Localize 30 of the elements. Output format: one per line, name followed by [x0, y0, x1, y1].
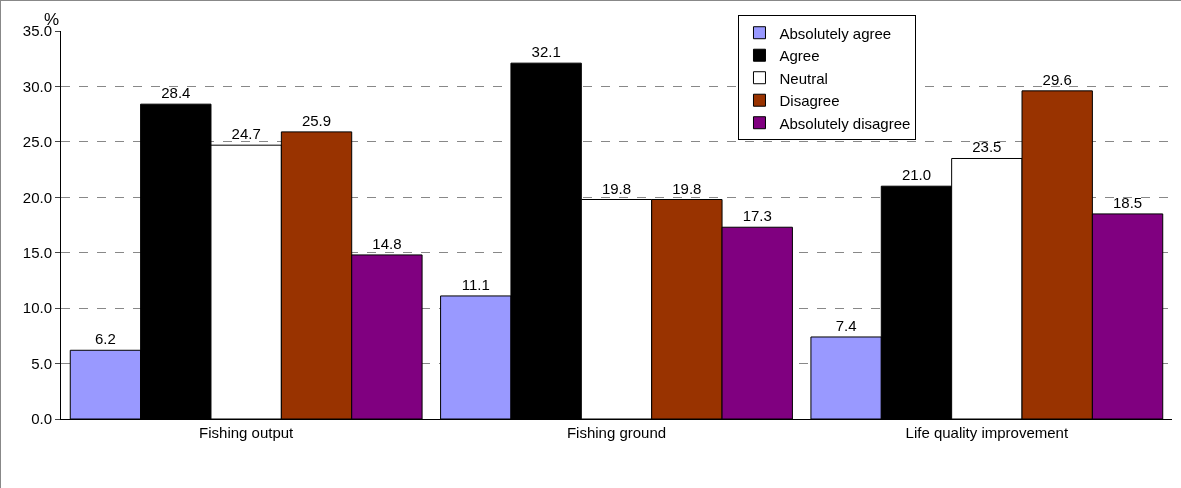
y-tick-label: 10.0: [22, 299, 52, 317]
data-label: 23.5: [972, 138, 1002, 156]
data-label: 19.8: [601, 179, 632, 197]
data-label: 32.1: [531, 43, 561, 61]
x-tick-label: Fishing output: [199, 424, 295, 441]
data-label: 21.0: [901, 166, 932, 184]
x-tick-label: Life quality improvement: [905, 424, 1069, 441]
y-tick-label: 30.0: [22, 77, 52, 95]
data-label: 7.4: [835, 316, 857, 334]
data-label: 29.6: [1042, 70, 1072, 88]
y-tick-label: 25.0: [22, 133, 52, 151]
y-tick-label: 0.0: [31, 410, 52, 428]
legend-label: Neutral: [779, 69, 828, 87]
data-label: 25.9: [301, 111, 332, 129]
data-label: 11.1: [461, 275, 490, 293]
legend-label: Agree: [779, 47, 820, 65]
data-label: 19.8: [672, 179, 702, 197]
y-tick-label: 20.0: [22, 188, 52, 206]
data-label: 17.3: [742, 207, 772, 225]
x-tick-label: Fishing ground: [566, 424, 667, 441]
y-tick-label: 15.0: [22, 243, 52, 261]
legend-label: Disagree: [779, 92, 840, 110]
data-label: 14.8: [372, 234, 402, 252]
legend-label: Absolutely disagree: [779, 114, 911, 132]
data-label: 24.7: [231, 125, 261, 143]
y-tick-label: 5.0: [31, 354, 52, 372]
legend-label: Absolutely agree: [779, 24, 892, 42]
data-label: 18.5: [1112, 193, 1143, 211]
data-label: 6.2: [95, 330, 116, 348]
data-label: 28.4: [161, 84, 191, 102]
